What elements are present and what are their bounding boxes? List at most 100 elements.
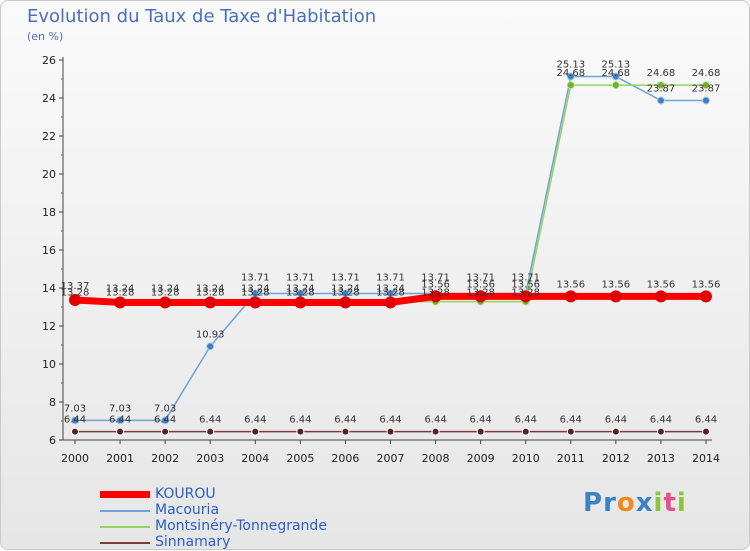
logo-letter: P [583,488,604,518]
legend-label: Sinnamary [155,534,231,550]
data-label: 23.87 [647,83,676,94]
y-tick-label: 20 [42,168,56,181]
data-point [566,81,575,90]
x-tick-label: 2008 [422,452,450,465]
data-point [431,427,440,436]
data-label: 24.68 [692,68,721,79]
data-label: 23.87 [692,83,721,94]
data-label: 13.56 [647,279,676,290]
data-point [339,296,352,309]
data-label: 13.24 [376,283,405,294]
data-point [161,416,170,425]
data-label: 24.68 [602,68,631,79]
x-tick-label: 2006 [331,452,359,465]
data-label: 13.28 [376,288,405,299]
data-label: 13.56 [511,279,540,290]
data-label: 6.44 [154,415,176,426]
data-label: 7.03 [154,403,176,414]
y-tick-label: 14 [42,282,56,295]
data-point [611,81,620,90]
data-point [702,96,710,105]
data-point [656,81,665,90]
data-label: 13.71 [421,273,450,284]
x-tick-label: 2004 [241,452,269,465]
data-label: 13.71 [466,273,495,284]
chart-subtitle: (en %) [27,30,64,43]
data-label: 13.28 [511,288,540,299]
data-label: 13.56 [556,279,585,290]
data-point [656,427,665,436]
data-point [204,296,217,309]
data-point [206,342,215,351]
data-point [206,427,215,436]
data-label: 24.68 [647,68,676,79]
data-label: 6.44 [289,415,311,426]
data-point [429,290,442,303]
data-label: 6.44 [515,415,537,426]
data-point [474,290,487,303]
logo-letter: r [603,488,617,518]
data-point [519,290,532,303]
data-point [116,427,125,436]
data-point [656,96,665,105]
data-point [294,296,307,309]
data-label: 6.44 [109,415,131,426]
data-label: 13.24 [196,283,225,294]
logo-letter: t [663,488,677,518]
data-point [702,81,710,90]
data-label: 13.71 [331,273,360,284]
y-tick-label: 6 [49,434,56,447]
y-tick-label: 26 [42,54,56,67]
data-label: 13.24 [106,283,135,294]
x-tick-label: 2002 [151,452,179,465]
x-tick-label: 2011 [557,452,585,465]
y-tick-label: 8 [49,396,56,409]
data-point [700,290,712,303]
data-label: 13.28 [151,288,180,299]
legend-swatch [100,510,150,512]
data-label: 13.28 [421,288,450,299]
x-tick-label: 2014 [692,452,720,465]
data-label: 6.44 [334,415,356,426]
data-label: 13.24 [151,283,180,294]
data-label: 13.28 [241,288,270,299]
y-tick-label: 10 [42,358,56,371]
proxiti-logo: Proxiti [583,488,687,518]
data-label: 7.03 [109,403,131,414]
data-point [384,296,397,309]
data-label: 13.28 [196,288,225,299]
data-label: 13.56 [692,279,721,290]
x-tick-label: 2013 [647,452,675,465]
data-point [609,290,622,303]
data-label: 13.24 [241,283,270,294]
logo-letter: i [653,488,664,518]
data-label: 10.93 [196,329,225,340]
chart-title: Evolution du Taux de Taxe d'Habitation [27,6,377,27]
logo-letter: x [635,488,654,518]
data-label: 13.28 [466,288,495,299]
data-label: 6.44 [424,415,446,426]
data-label: 7.03 [64,403,86,414]
data-label: 13.71 [241,273,270,284]
x-tick-label: 2003 [196,452,224,465]
data-label: 25.13 [602,60,631,71]
data-point [702,427,710,436]
data-point [249,296,262,309]
data-label: 6.44 [64,415,86,426]
data-point [521,427,530,436]
data-label: 13.28 [331,288,360,299]
data-point [71,427,79,436]
series-line-montsin-ry-tonnegrande [75,84,706,303]
data-point [564,290,577,303]
y-tick-label: 24 [42,92,56,105]
y-tick-label: 16 [42,244,56,257]
data-label: 13.37 [61,281,90,292]
data-point [159,296,172,309]
data-label: 6.44 [470,415,492,426]
data-label: 24.68 [556,68,585,79]
legend-swatch [100,542,150,544]
data-point [611,72,620,81]
data-label: 13.56 [466,279,495,290]
data-point [566,72,575,81]
